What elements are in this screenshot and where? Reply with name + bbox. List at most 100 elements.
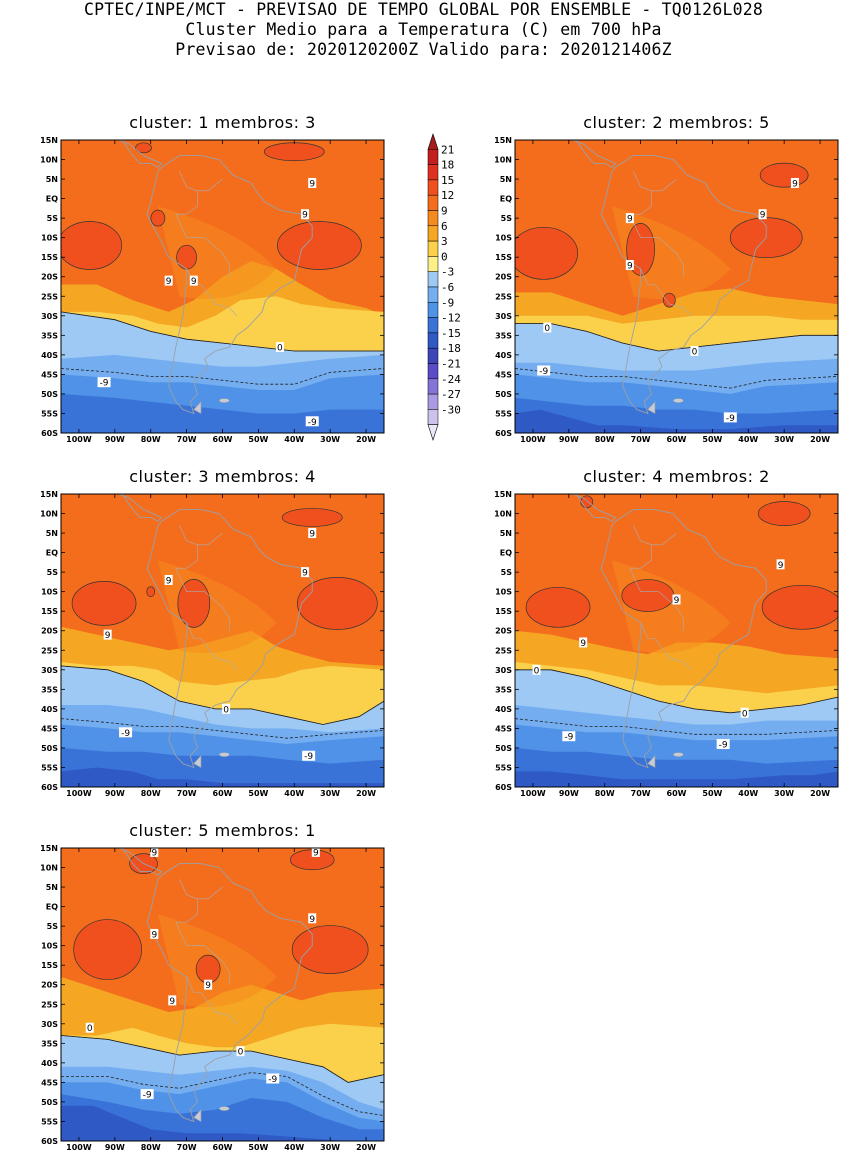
- warm-patch-contour: [291, 925, 369, 974]
- lon-tick-label: 20W: [356, 435, 376, 444]
- contour-label-box: [537, 365, 551, 376]
- central-america-outline: [117, 848, 163, 876]
- lat-tick-label: 55S: [495, 409, 512, 418]
- lat-tick-label: 30S: [41, 312, 58, 321]
- warm-patch-contour: [263, 142, 325, 162]
- contour-label-box: [308, 528, 317, 539]
- contour-zero: [515, 669, 838, 714]
- warm-patch-contour: [621, 579, 675, 612]
- contour-label: 0: [223, 705, 229, 715]
- colorbar-label: 21: [441, 143, 454, 156]
- contour-label-box: [275, 342, 284, 353]
- lat-tick-label: 5S: [501, 568, 513, 577]
- lat-tick-label: 20S: [41, 981, 58, 990]
- lon-tick-label: 100W: [66, 435, 92, 444]
- contour-label-box: [672, 594, 681, 605]
- contour-label-box: [85, 1022, 94, 1033]
- colorbar-swatch: [427, 271, 439, 288]
- contour-label: -9: [719, 741, 728, 751]
- colorbar-swatch: [427, 194, 439, 211]
- falkland-islands: [673, 398, 684, 403]
- contour-label-box: [625, 260, 634, 271]
- lat-tick-label: 35S: [495, 685, 512, 694]
- lat-tick-label: 40S: [41, 351, 58, 360]
- lat-tick-label: 20S: [495, 273, 512, 282]
- lon-tick-label: 50W: [248, 1143, 268, 1152]
- lon-tick-label: 90W: [559, 435, 579, 444]
- lat-tick-label: 5N: [46, 529, 58, 538]
- lon-tick-label: 40W: [284, 435, 304, 444]
- contour-label: 9: [309, 915, 315, 925]
- south-america-outline: [146, 155, 313, 415]
- contour-label-box: [740, 707, 749, 718]
- lat-tick-label: 20S: [41, 627, 58, 636]
- lon-tick-label: 20W: [356, 789, 376, 798]
- lon-tick-label: 100W: [520, 789, 546, 798]
- colorbar-swatch: [427, 164, 439, 181]
- contour-minus-nine: [61, 718, 384, 739]
- contour-label-box: [543, 322, 552, 333]
- lon-tick-label: 60W: [667, 789, 687, 798]
- warm-patch-contour: [150, 209, 166, 227]
- temperature-band: [515, 397, 838, 433]
- lat-tick-label: 60S: [495, 429, 512, 438]
- header-subtitle: Cluster Medio para a Temperatura (C) em …: [185, 20, 662, 39]
- south-america-outline: [146, 509, 313, 769]
- warm-patch-contour: [761, 584, 838, 630]
- colorbar-swatch: [427, 225, 439, 242]
- lat-tick-label: 10S: [41, 588, 58, 597]
- contour-label-box: [204, 979, 213, 990]
- colorbar-label: -24: [441, 373, 461, 386]
- colorbar-label: -6: [441, 281, 454, 294]
- lat-tick-label: EQ: [46, 195, 58, 204]
- lat-tick-label: 45S: [41, 724, 58, 733]
- contour-label-box: [305, 416, 319, 427]
- colorbar-label: -30: [441, 403, 461, 416]
- lon-tick-label: 100W: [520, 435, 546, 444]
- lat-tick-label: 10N: [494, 510, 512, 519]
- tierra-del-fuego: [193, 1108, 202, 1122]
- lon-tick-label: 30W: [774, 789, 794, 798]
- country-border: [633, 171, 677, 192]
- lat-tick-label: 5N: [500, 175, 512, 184]
- lon-tick-label: 50W: [248, 435, 268, 444]
- contour-zero: [61, 311, 384, 352]
- country-border: [175, 568, 230, 631]
- contour-label: 9: [205, 981, 211, 991]
- contour-label: 9: [313, 848, 319, 858]
- central-america-outline: [117, 494, 163, 522]
- colorbar-swatch: [427, 256, 439, 272]
- colorbar-label: -15: [441, 327, 461, 340]
- contour-label-box: [164, 275, 173, 286]
- lon-tick-label: 90W: [105, 435, 125, 444]
- warm-patch-contour: [525, 586, 591, 628]
- colorbar-label: 12: [441, 189, 454, 202]
- contour-label-box: [723, 412, 737, 423]
- falkland-islands: [673, 752, 684, 757]
- contour-label: 9: [191, 277, 197, 287]
- warm-patch-contour: [515, 226, 579, 280]
- lat-tick-label: 10N: [40, 510, 58, 519]
- lat-tick-label: 5N: [500, 529, 512, 538]
- lat-tick-label: 60S: [41, 1137, 58, 1146]
- contour-label: 9: [760, 211, 766, 221]
- lon-tick-label: 70W: [631, 435, 651, 444]
- contour-label: 9: [674, 596, 680, 606]
- lat-tick-label: 15N: [40, 844, 58, 853]
- contour-label-box: [690, 345, 699, 356]
- lat-tick-label: 40S: [41, 705, 58, 714]
- temperature-band: [515, 771, 838, 787]
- warm-interior-wash: [157, 206, 277, 299]
- contour-label-box: [308, 177, 317, 188]
- contour-label: -9: [143, 1091, 152, 1101]
- lat-tick-label: 30S: [41, 1020, 58, 1029]
- contour-label-box: [301, 209, 310, 220]
- tierra-del-fuego: [193, 754, 202, 768]
- colorbar-label: -12: [441, 312, 461, 325]
- lon-tick-label: 50W: [702, 789, 722, 798]
- lon-tick-label: 20W: [810, 435, 830, 444]
- contour-label: 9: [778, 561, 784, 571]
- warm-patch-contour: [71, 581, 137, 626]
- lat-tick-label: 30S: [41, 666, 58, 675]
- contour-label-box: [150, 846, 159, 857]
